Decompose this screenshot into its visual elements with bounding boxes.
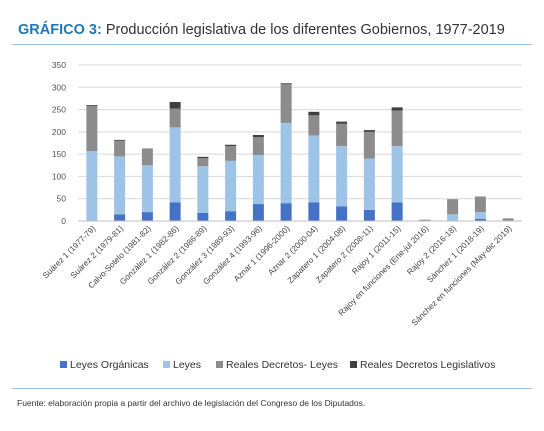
y-tick-label: 100	[52, 171, 66, 181]
legend: Leyes Orgánicas Leyes Reales Decretos- Ley…	[60, 359, 495, 371]
x-tick-label: Suárez 2 (1979-81)	[69, 224, 125, 280]
bar-segment	[474, 212, 486, 219]
bar-segment	[169, 108, 181, 128]
bar-segment	[197, 212, 209, 221]
legend-label: Reales Decretos- Leyes	[226, 359, 338, 371]
y-tick-label: 300	[52, 82, 66, 92]
y-tick-label: 350	[52, 60, 66, 70]
footer-divider	[12, 388, 532, 389]
bar-segment	[225, 144, 237, 147]
bar-segment	[252, 134, 264, 138]
bar-segment	[225, 211, 237, 221]
bar-segment	[141, 148, 153, 166]
x-tick-label: Rajoy 1 (2011-15)	[350, 224, 402, 276]
x-tick-label: Suárez 1 (1977-79)	[41, 224, 97, 280]
bar-segment	[280, 83, 292, 123]
bar-segment	[447, 199, 459, 215]
bar-segment	[363, 130, 375, 132]
legend-label: Leyes	[173, 359, 201, 371]
bar-segment	[280, 122, 292, 204]
bar-segment	[141, 212, 153, 221]
bar-segment	[474, 196, 486, 213]
bar-segment	[114, 214, 126, 221]
y-tick-label: 50	[57, 194, 67, 204]
bar-segment	[114, 156, 126, 215]
chart-title: Producción legislativa de los diferentes…	[105, 22, 505, 38]
y-axis: 0 50 100 150 200 250 300 350	[52, 60, 66, 226]
bar-segment	[197, 166, 209, 213]
bar-segment	[308, 111, 320, 116]
bar-segment	[391, 107, 403, 111]
bar-segment	[419, 219, 431, 221]
title-divider	[12, 44, 532, 45]
bar-segment	[169, 127, 181, 203]
source-note: Fuente: elaboración propia a partir del …	[17, 398, 366, 408]
bar-segment	[86, 151, 98, 221]
bar-segment	[225, 160, 237, 212]
bar-segment	[114, 139, 126, 141]
bar-segment	[141, 165, 153, 213]
bar-segment	[363, 158, 375, 210]
legend-swatch	[350, 361, 357, 368]
bar-segment	[447, 214, 459, 221]
bar-segment	[86, 105, 98, 106]
bar-segment	[308, 115, 320, 136]
x-tick-label: Aznar 2 (2000-04)	[266, 224, 319, 277]
stacked-bar-chart: 0 50 100 150 200 250 300 350 Suárez 1 (1977-79)…	[41, 60, 522, 371]
legend-swatch	[163, 361, 170, 368]
bar-segment	[502, 218, 514, 221]
bar-segment	[336, 123, 348, 147]
y-tick-label: 150	[52, 149, 66, 159]
bar-segment	[391, 202, 403, 221]
legend-label: Reales Decretos Legislativos	[360, 359, 495, 371]
bar-segment	[197, 156, 209, 159]
bar-segment	[336, 206, 348, 221]
bar-segment	[363, 131, 375, 159]
chart-title-line: GRÁFICO 3: Producción legislativa de los…	[18, 22, 505, 38]
x-axis: Suárez 1 (1977-79)Suárez 2 (1979-81)Calv…	[41, 220, 522, 328]
y-tick-label: 250	[52, 105, 66, 115]
bar-segment	[225, 146, 237, 161]
bar-segment	[197, 158, 209, 167]
bar-segment	[308, 202, 320, 221]
bars	[86, 83, 514, 221]
x-tick-label: Rajoy 2 (2016-18)	[405, 224, 458, 277]
bar-segment	[391, 146, 403, 203]
bar-segment	[169, 101, 181, 109]
legend-swatch	[60, 361, 67, 368]
bar-segment	[474, 218, 486, 221]
bar-segment	[308, 135, 320, 203]
bar-segment	[280, 83, 292, 85]
bar-segment	[280, 203, 292, 221]
chart-label: GRÁFICO 3:	[18, 22, 102, 38]
bar-segment	[391, 110, 403, 147]
bar-segment	[114, 140, 126, 157]
bar-segment	[252, 155, 264, 205]
bar-segment	[169, 202, 181, 221]
bar-segment	[336, 121, 348, 124]
y-tick-label: 200	[52, 127, 66, 137]
legend-label: Leyes Orgánicas	[70, 359, 149, 371]
bar-segment	[86, 105, 98, 152]
legend-swatch	[216, 361, 223, 368]
y-tick-label: 0	[61, 216, 66, 226]
bar-segment	[252, 204, 264, 221]
x-tick-label: Sánchez en funciones (May-dic 2019)	[410, 224, 514, 328]
bar-segment	[363, 209, 375, 221]
bar-segment	[252, 137, 264, 156]
bar-segment	[336, 146, 348, 207]
